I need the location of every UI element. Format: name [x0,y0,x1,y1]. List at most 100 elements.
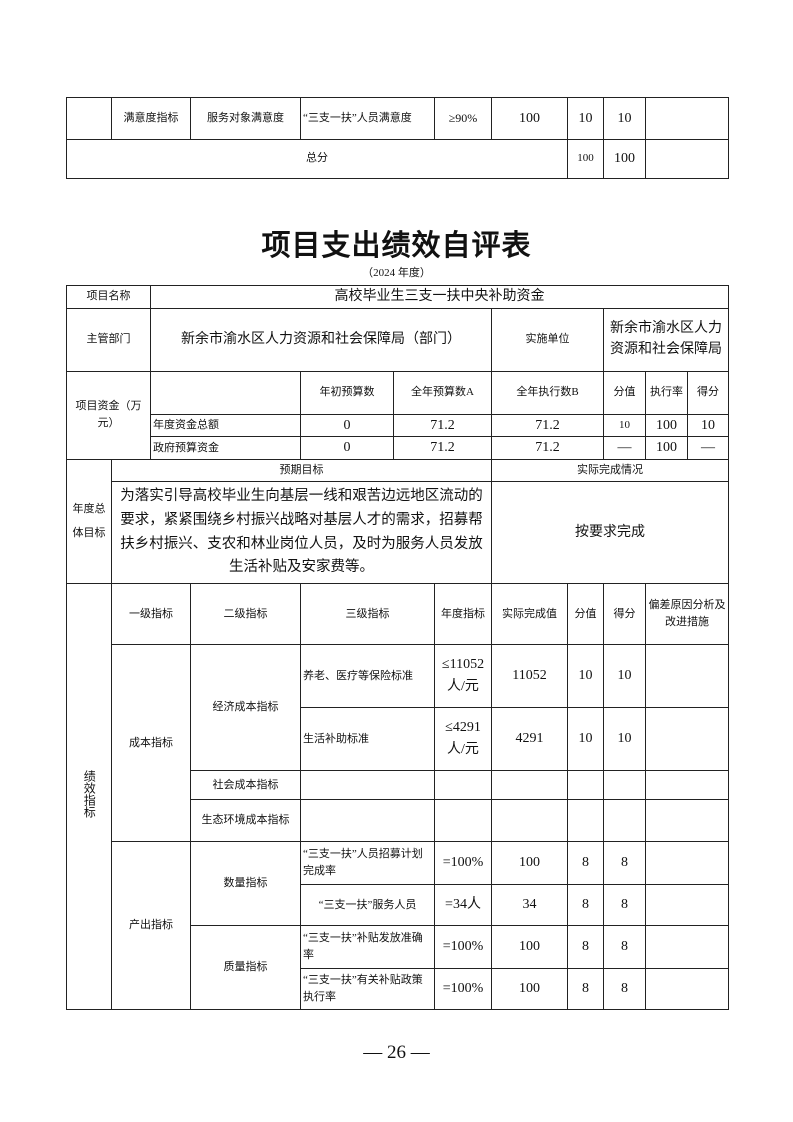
remark [645,644,729,709]
total-score: 100 [603,139,647,179]
weight: 8 [567,841,604,886]
total-label: 总分 [65,139,569,179]
initial-budget: 0 [300,413,394,438]
annual-budget: 71.2 [393,436,492,461]
goals-label: 年度总体目标 [66,459,112,585]
actual: 34 [491,884,568,927]
perf-label-text: 绩效指标 [82,769,97,818]
indicator: 生活补助标准 [300,707,435,772]
weight: 8 [567,925,604,970]
perf-row: 成本指标 经济成本指标 养老、医疗等保险标准 ≤11052人/元 11052 1… [67,644,729,843]
level2-quantity: 数量指标 [190,841,301,927]
score: 8 [603,968,646,1011]
actual: 100 [491,925,568,970]
indicator: “三支一扶”服务人员 [300,884,435,927]
prev-table: 满意度指标 服务对象满意度 “三支一扶”人员满意度 ≥90% 100 10 10… [65,97,730,179]
self-evaluation-table: 项目名称 高校毕业生三支一扶中央补助资金 主管部门 新余市渝水区人力资源和社会保… [66,285,729,1011]
total-weight: 100 [567,139,605,179]
project-name-row: 项目名称 高校毕业生三支一扶中央补助资金 [66,285,729,309]
indicator: 养老、医疗等保险标准 [300,644,435,709]
weight-cell: 10 [567,97,605,140]
remark [645,968,729,1011]
level1-cost: 成本指标 [111,644,191,843]
target-cell: ≥90% [434,97,493,140]
remark-cell [645,97,730,140]
actual: 100 [491,968,568,1011]
level2-social: 社会成本指标 [190,770,301,801]
perf-header: 年度指标 [434,583,492,646]
indicator: “三支一扶”补贴发放准确率 [300,925,435,970]
perf-header: 三级指标 [300,583,435,646]
project-name-label: 项目名称 [66,285,151,309]
level1-output: 产出指标 [111,841,191,1011]
funds-label: 项目资金（万元） [66,370,151,461]
funds-header: 分值 [603,370,646,415]
perf-header-row: 绩效指标 一级指标 二级指标 三级指标 年度指标 实际完成值 分值 得分 偏差原… [66,583,729,1011]
expected-goal: 为落实引导高校毕业生向基层一线和艰苦边远地区流动的要求，紧紧围绕乡村振兴战略对基… [111,481,492,585]
target: ≤4291人/元 [434,707,492,772]
unit-label: 实施单位 [491,307,604,372]
perf-row: “三支一扶”服务人员 =34人 34 8 8 [67,884,729,927]
indicator-cell: “三支一扶”人员满意度 [299,97,436,140]
weight: 8 [567,884,604,927]
funds-header: 得分 [687,370,729,415]
goals-row: 为落实引导高校毕业生向基层一线和艰苦边远地区流动的要求，紧紧围绕乡村振兴战略对基… [67,481,729,585]
dept-value: 新余市渝水区人力资源和社会保障局（部门） [150,307,492,372]
remark [645,884,729,927]
perf-header: 偏差原因分析及改进措施 [645,583,729,646]
score: 10 [603,644,646,709]
funds-row: 年度资金总额 0 71.2 71.2 10 100 10 [67,413,729,438]
annual-budget: 71.2 [393,413,492,438]
score: 8 [603,925,646,970]
funds-row: 政府预算资金 0 71.2 71.2 — 100 — [67,436,729,461]
target: =100% [434,968,492,1011]
score: 10 [687,413,729,438]
remark [645,841,729,886]
perf-row: 生活补助标准 ≤4291人/元 4291 10 10 [67,707,729,772]
executed: 71.2 [491,413,604,438]
level2-quality: 质量指标 [190,925,301,1011]
actual: 11052 [491,644,568,709]
level2-cell: 满意度指标 [111,97,191,140]
cell-blank [150,370,301,415]
indicator: “三支一扶”人员招募计划完成率 [300,841,435,886]
exec-rate: 100 [645,413,688,438]
year-label: （2024 年度） [362,267,431,279]
target: =100% [434,841,492,886]
page-title: 项目支出绩效自评表 [261,228,532,262]
level2-economic: 经济成本指标 [190,644,301,772]
weight: 10 [567,707,604,772]
initial-budget: 0 [300,436,394,461]
score: 8 [603,884,646,927]
level3-cell: 服务对象满意度 [190,97,301,140]
exec-rate: 100 [645,436,688,461]
dept-label: 主管部门 [66,307,151,372]
remark [645,925,729,970]
funds-header-row: 项目资金（万元） 年初预算数 全年预算数A 全年执行数B 分值 执行率 得分 [66,370,729,461]
expected-label: 预期目标 [111,459,492,483]
perf-header: 二级指标 [190,583,301,646]
actual-label: 实际完成情况 [491,459,729,483]
perf-header: 分值 [567,583,604,646]
perf-label: 绩效指标 [66,583,112,1011]
remark [645,707,729,772]
level2-eco: 生态环境成本指标 [190,799,301,843]
actual-cell: 100 [491,97,569,140]
cell-blank [645,139,730,179]
dept-row: 主管部门 新余市渝水区人力资源和社会保障局（部门） 实施单位 新余市渝水区人力资… [66,307,729,372]
funds-header: 全年预算数A [393,370,492,415]
page-number: — 26 — [363,1042,430,1063]
actual: 100 [491,841,568,886]
project-name: 高校毕业生三支一扶中央补助资金 [150,285,729,309]
weight: 10 [567,644,604,709]
weight: 8 [567,968,604,1011]
perf-header: 得分 [603,583,646,646]
score: 10 [603,707,646,772]
funds-row-name: 政府预算资金 [150,436,301,461]
actual: 4291 [491,707,568,772]
weight: — [603,436,646,461]
goals-header-row: 年度总体目标 预期目标 实际完成情况 [66,459,729,585]
executed: 71.2 [491,436,604,461]
perf-header: 一级指标 [111,583,191,646]
perf-header: 实际完成值 [491,583,568,646]
